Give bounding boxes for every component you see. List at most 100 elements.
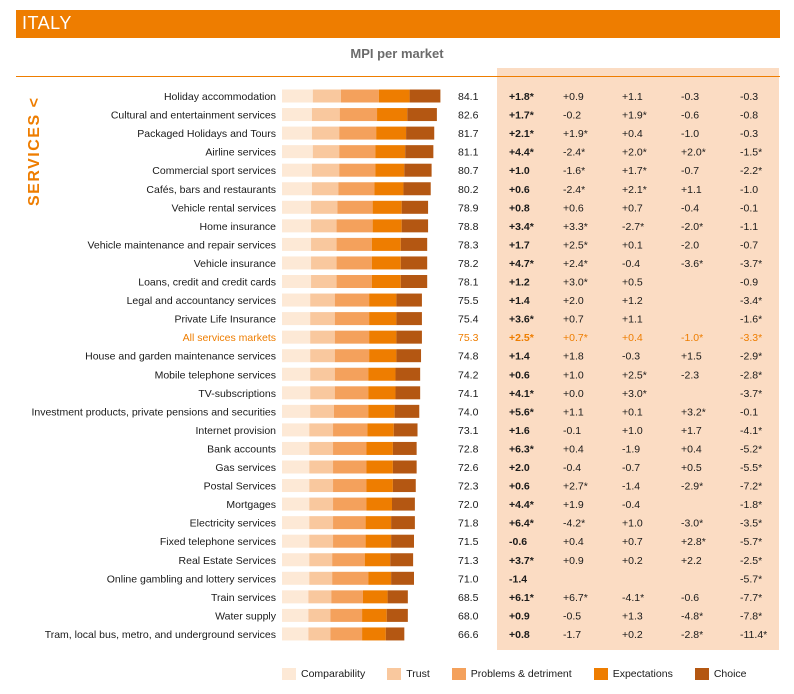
legend-label: Comparability (301, 668, 366, 680)
row-label: Train services (211, 592, 276, 604)
change-value-5: -5.5* (740, 462, 762, 474)
bar-segment-3 (339, 108, 378, 122)
change-value-5: -2.8* (740, 369, 762, 381)
bar-segment-2 (309, 423, 334, 437)
change-value-5: -7.8* (740, 610, 762, 622)
change-value-2: -1.6* (563, 165, 585, 177)
row-label: All services markets (183, 332, 276, 344)
bar-segment-1 (282, 590, 309, 604)
bar-segment-2 (308, 590, 332, 604)
bar-segment-5 (396, 312, 422, 326)
bar-segment-3 (339, 145, 376, 159)
change-value-2: +2.0 (563, 295, 584, 307)
legend-item: Expectations (593, 668, 673, 680)
change-value-1: +1.6 (509, 425, 530, 437)
bar-segment-3 (340, 89, 379, 103)
legend-swatch (694, 668, 709, 680)
bar-segment-3 (334, 293, 370, 307)
mpi-value: 71.8 (458, 518, 479, 530)
change-value-2: -0.2 (563, 110, 581, 122)
mpi-value: 72.0 (458, 499, 479, 511)
bar-segment-2 (310, 349, 335, 363)
change-value-3: -0.3 (622, 351, 640, 363)
row-label: Bank accounts (207, 443, 276, 455)
change-value-4: -0.7 (681, 165, 699, 177)
chart-title: MPI per market (350, 46, 444, 61)
bar-segment-5 (396, 349, 422, 363)
legend-label: Problems & detriment (470, 668, 572, 680)
change-value-1: +0.6 (509, 184, 530, 196)
mpi-value: 80.2 (458, 184, 479, 196)
bar-segment-3 (331, 590, 363, 604)
change-value-2: +1.8 (563, 351, 584, 363)
bar-segment-2 (312, 89, 341, 103)
row-label: TV-subscriptions (198, 388, 276, 400)
change-value-5: -3.7* (740, 258, 762, 270)
row-label: Private Life Insurance (174, 314, 276, 326)
change-value-4: -2.0 (681, 239, 699, 251)
bar-segment-1 (282, 256, 312, 270)
bar-segment-1 (282, 627, 309, 641)
bar-segment-5 (409, 89, 441, 103)
change-value-1: +4.4* (509, 147, 535, 159)
mpi-value: 78.9 (458, 202, 479, 214)
mpi-value: 75.4 (458, 314, 479, 326)
bar-segment-3 (336, 219, 373, 233)
bar-segment-2 (311, 275, 337, 288)
bar-segment-5 (394, 404, 420, 418)
bar-segment-4 (368, 404, 395, 418)
bar-segment-1 (282, 441, 310, 455)
mpi-value: 73.1 (458, 425, 479, 437)
change-value-2: -1.7 (563, 629, 581, 641)
bar-segment-4 (366, 460, 393, 474)
row-label: Real Estate Services (179, 555, 276, 567)
bar-segment-1 (282, 200, 312, 214)
change-value-2: -0.4 (563, 462, 581, 474)
change-value-3: +2.1* (622, 184, 647, 196)
change-value-5: -5.7* (740, 536, 762, 548)
change-value-4: +0.5 (681, 462, 702, 474)
bar-segment-3 (330, 608, 363, 622)
change-value-2: +0.4 (563, 443, 584, 455)
change-value-3: -1.4 (622, 481, 640, 493)
change-value-1: +2.5* (509, 332, 535, 344)
bar-segment-5 (401, 219, 429, 233)
change-value-2: +6.7* (563, 592, 588, 604)
change-value-3: +1.1 (622, 314, 643, 326)
change-value-5: -3.4* (740, 295, 762, 307)
bar-segment-2 (309, 516, 334, 530)
bar-segment-2 (309, 479, 334, 493)
change-value-5: -2.5* (740, 555, 762, 567)
change-value-1: +2.1* (509, 128, 535, 140)
change-value-1: +1.7 (509, 239, 530, 251)
mpi-value: 74.0 (458, 406, 479, 418)
change-value-5: -3.5* (740, 518, 762, 530)
change-value-1: +0.6 (509, 369, 530, 381)
bar-segment-1 (282, 145, 313, 159)
bar-segment-3 (333, 479, 367, 493)
change-value-2: +0.9 (563, 555, 584, 567)
bar-segment-3 (333, 460, 367, 474)
change-value-1: +1.2 (509, 277, 530, 289)
legend-item: Choice (694, 668, 747, 680)
change-value-4: -0.6 (681, 592, 699, 604)
mpi-value: 82.6 (458, 110, 479, 122)
change-value-1: +1.8* (509, 91, 535, 103)
bar-segment-3 (333, 423, 368, 437)
bar-segment-5 (392, 441, 417, 455)
change-value-4: -1.0* (681, 332, 703, 344)
change-value-5: -2.9* (740, 351, 762, 363)
change-value-5: -2.2* (740, 165, 762, 177)
row-label: Mobile telephone services (155, 369, 276, 381)
bar-segment-2 (309, 534, 334, 548)
legend-item: Comparability (282, 668, 365, 680)
change-value-3: +0.5 (622, 277, 643, 289)
change-value-2: +2.5* (563, 239, 588, 251)
bar-segment-4 (364, 553, 391, 567)
bar-segment-5 (392, 497, 415, 511)
change-value-3: +0.2 (622, 555, 643, 567)
bar-segment-1 (282, 237, 312, 251)
change-value-5: -5.2* (740, 443, 762, 455)
change-value-2: -2.4* (563, 147, 585, 159)
change-value-3: +0.2 (622, 629, 643, 641)
